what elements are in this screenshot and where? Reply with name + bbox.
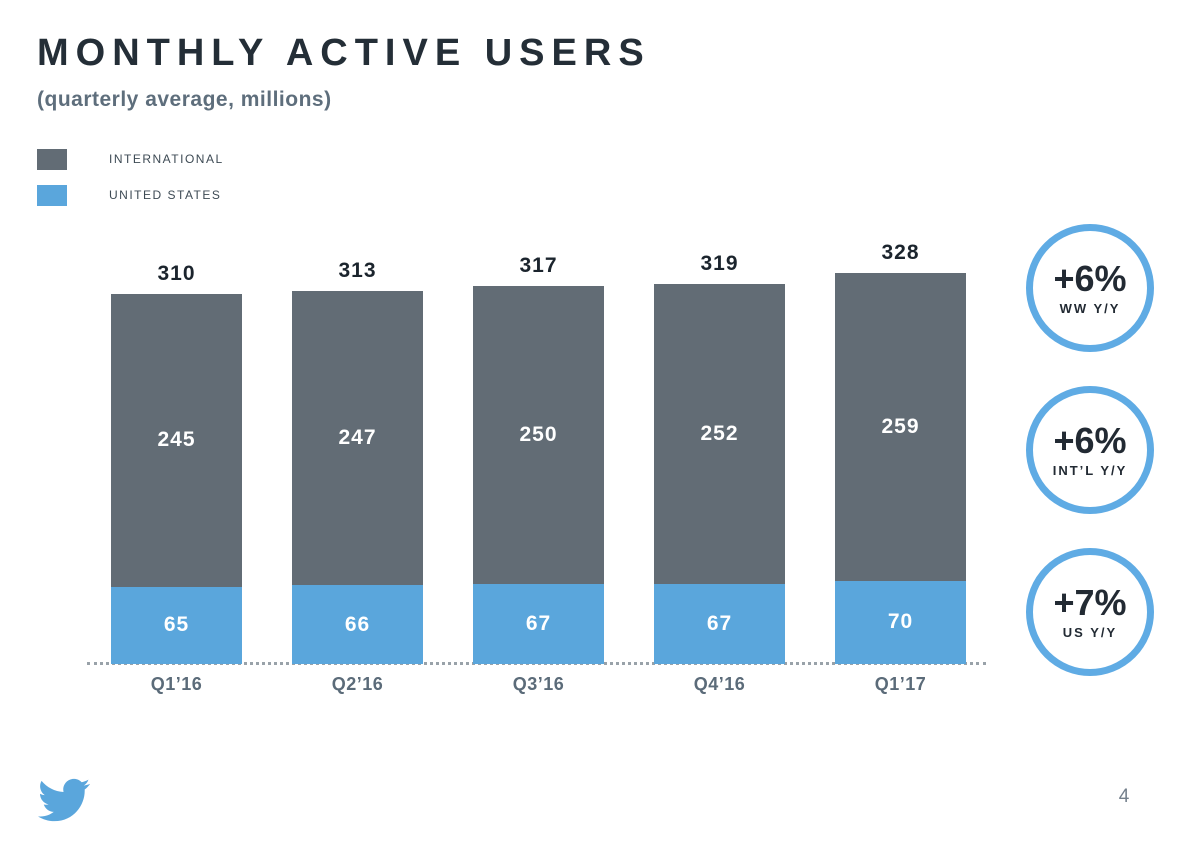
bar-international-label-Q2’16: 247 xyxy=(338,426,377,450)
x-axis-label-Q1’16: Q1’16 xyxy=(150,674,203,694)
legend-swatch-united-states xyxy=(37,184,67,206)
bar-international-label-Q1’17: 259 xyxy=(881,415,920,439)
chart-legend: INTERNATIONAL UNITED STATES xyxy=(37,148,224,220)
bar-total-label-Q2’16: 313 xyxy=(338,258,377,282)
bar-international-Q2’16 xyxy=(292,290,423,586)
bar-international-Q4’16 xyxy=(654,283,785,585)
x-axis-label-Q2’16: Q2’16 xyxy=(331,674,384,694)
badge-us-growth-value: +7% xyxy=(1053,581,1127,623)
page-subtitle: (quarterly average, millions) xyxy=(37,88,332,111)
badge-intl-growth: +6% INT’L Y/Y xyxy=(1026,386,1154,514)
bar-united-states-label-Q1’16: 65 xyxy=(163,613,190,637)
badge-intl-growth-value: +6% xyxy=(1053,419,1127,461)
x-axis-label-Q4’16: Q4’16 xyxy=(693,674,746,694)
x-axis-label-Q1’17: Q1’17 xyxy=(874,674,927,694)
bar-total-label-Q1’17: 328 xyxy=(881,241,920,264)
bar-total-label-Q4’16: 319 xyxy=(700,251,739,275)
bar-united-states-Q1’17 xyxy=(835,580,966,664)
page-title: MONTHLY ACTIVE USERS xyxy=(37,32,651,74)
bar-international-Q3’16 xyxy=(473,286,604,585)
bar-united-states-Q1’16 xyxy=(111,586,242,664)
bar-united-states-Q4’16 xyxy=(654,584,785,664)
bar-united-states-Q2’16 xyxy=(292,585,423,664)
legend-label-international: INTERNATIONAL xyxy=(109,152,224,166)
legend-item-international: INTERNATIONAL xyxy=(37,148,224,170)
badge-ww-growth: +6% WW Y/Y xyxy=(1026,224,1154,352)
legend-label-united-states: UNITED STATES xyxy=(109,188,222,202)
twitter-bird-icon xyxy=(36,774,92,826)
bar-united-states-label-Q4’16: 67 xyxy=(706,612,733,636)
bar-united-states-Q3’16 xyxy=(473,584,604,664)
growth-badges: +6% WW Y/Y +6% INT’L Y/Y +7% US Y/Y xyxy=(1026,224,1154,710)
legend-swatch-international xyxy=(37,148,67,170)
bar-international-label-Q3’16: 250 xyxy=(519,423,558,447)
bar-international-label-Q1’16: 245 xyxy=(157,428,196,452)
badge-ww-growth-value: +6% xyxy=(1053,257,1127,299)
bar-united-states-label-Q1’17: 70 xyxy=(887,610,914,634)
bar-united-states-label-Q2’16: 66 xyxy=(344,612,371,636)
badge-ww-growth-label: WW Y/Y xyxy=(1059,300,1121,316)
bar-total-label-Q1’16: 310 xyxy=(157,262,196,286)
bar-international-Q1’17 xyxy=(835,273,966,582)
x-axis-label-Q3’16: Q3’16 xyxy=(512,674,565,694)
legend-item-united-states: UNITED STATES xyxy=(37,184,224,206)
badge-us-growth: +7% US Y/Y xyxy=(1026,548,1154,676)
badge-intl-growth-label: INT’L Y/Y xyxy=(1052,462,1128,478)
bar-international-Q1’16 xyxy=(111,294,242,587)
badge-us-growth-label: US Y/Y xyxy=(1062,624,1118,640)
bar-united-states-label-Q3’16: 67 xyxy=(525,612,552,636)
bar-total-label-Q3’16: 317 xyxy=(519,254,558,278)
page-number: 4 xyxy=(1118,786,1130,807)
bar-international-label-Q4’16: 252 xyxy=(700,421,739,445)
